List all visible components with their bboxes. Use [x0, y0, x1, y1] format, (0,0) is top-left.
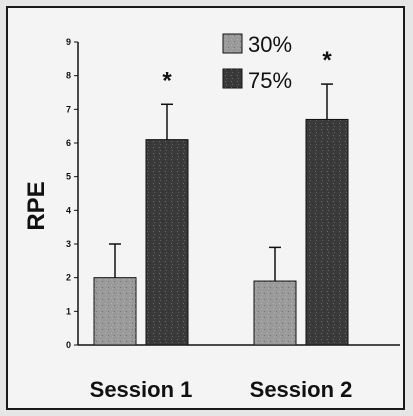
y-axis-title: RPE — [23, 181, 50, 230]
bar-texture — [306, 119, 348, 345]
significance-star: * — [162, 67, 172, 94]
y-tick-label: 4 — [66, 205, 71, 215]
y-tick-label: 9 — [66, 37, 71, 47]
error-bars — [109, 83, 333, 282]
significance-markers: ** — [162, 47, 332, 94]
category-label: Session 2 — [250, 377, 353, 402]
y-tick-label: 2 — [66, 273, 71, 283]
legend-label-30: 30% — [248, 32, 292, 57]
y-ticks: 0 1 2 3 4 5 6 7 8 9 — [66, 37, 78, 350]
legend: 30% 75% — [222, 32, 292, 93]
legend-label-75: 75% — [248, 68, 292, 93]
significance-star: * — [322, 47, 332, 74]
category-labels: Session 1 Session 2 — [90, 377, 353, 402]
y-tick-label: 5 — [66, 172, 71, 182]
category-label: Session 1 — [90, 377, 193, 402]
y-tick-label: 3 — [66, 239, 71, 249]
y-tick-label: 7 — [66, 104, 71, 114]
y-tick-label: 8 — [66, 71, 71, 81]
bars — [93, 118, 349, 346]
y-tick-label: 6 — [66, 138, 71, 148]
bar-texture — [254, 281, 296, 345]
bar-texture — [146, 139, 188, 345]
bar-texture — [94, 277, 136, 345]
y-tick-label: 0 — [66, 340, 71, 350]
y-tick-label: 1 — [66, 306, 71, 316]
